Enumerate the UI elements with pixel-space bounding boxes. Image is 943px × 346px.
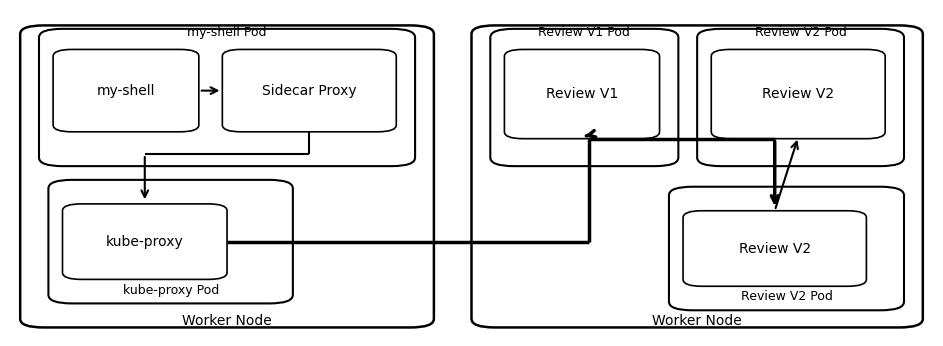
- Text: Review V2 Pod: Review V2 Pod: [754, 26, 847, 39]
- Text: my-shell Pod: my-shell Pod: [188, 26, 267, 39]
- FancyBboxPatch shape: [223, 49, 396, 132]
- FancyBboxPatch shape: [48, 180, 293, 303]
- Text: my-shell: my-shell: [97, 84, 156, 98]
- FancyBboxPatch shape: [39, 29, 415, 166]
- FancyBboxPatch shape: [20, 25, 434, 327]
- FancyBboxPatch shape: [472, 25, 923, 327]
- Text: kube-proxy: kube-proxy: [106, 235, 184, 249]
- FancyBboxPatch shape: [697, 29, 904, 166]
- FancyBboxPatch shape: [711, 49, 885, 139]
- Text: Review V2: Review V2: [738, 242, 811, 255]
- Text: Worker Node: Worker Node: [182, 313, 272, 328]
- Text: kube-proxy Pod: kube-proxy Pod: [123, 284, 219, 297]
- FancyBboxPatch shape: [683, 211, 867, 286]
- FancyBboxPatch shape: [53, 49, 199, 132]
- FancyBboxPatch shape: [490, 29, 678, 166]
- FancyBboxPatch shape: [669, 187, 904, 310]
- FancyBboxPatch shape: [505, 49, 659, 139]
- Text: Review V1: Review V1: [546, 87, 618, 101]
- Text: Review V1 Pod: Review V1 Pod: [538, 26, 630, 39]
- Text: Review V2 Pod: Review V2 Pod: [740, 290, 833, 303]
- Text: Sidecar Proxy: Sidecar Proxy: [262, 84, 356, 98]
- Text: Review V2: Review V2: [762, 87, 835, 101]
- Text: Worker Node: Worker Node: [653, 313, 742, 328]
- FancyBboxPatch shape: [62, 204, 227, 280]
